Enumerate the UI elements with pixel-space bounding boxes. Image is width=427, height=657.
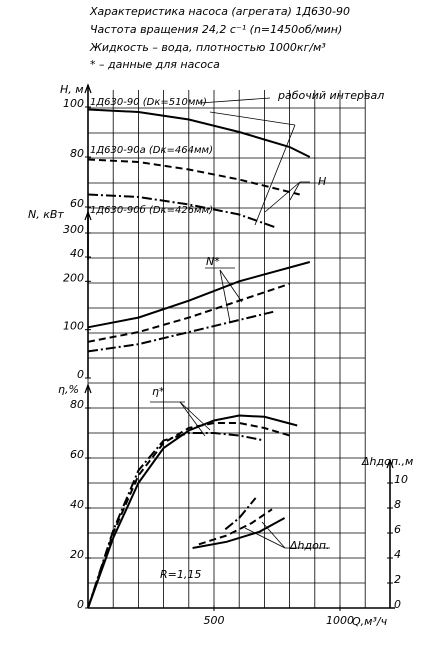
y-tick-label: 8 — [394, 498, 401, 511]
annotation: рабочий интервал — [277, 89, 384, 102]
curve — [87, 422, 290, 609]
leader — [289, 181, 301, 201]
header-line: Частота вращения 24,2 с⁻¹ (n=1450об/мин) — [90, 23, 342, 36]
x-tick-label: 500 — [204, 614, 225, 627]
leader — [244, 527, 286, 549]
y-tick-label: 0 — [77, 368, 84, 381]
y-tick-label: 80 — [70, 398, 84, 411]
curve — [87, 282, 290, 343]
y-tick-label: 200 — [63, 271, 84, 284]
y-tick-label: 60 — [70, 448, 84, 461]
curve — [224, 497, 257, 531]
header: Характеристика насоса (агрегата) 1Д630-9… — [89, 5, 350, 71]
annotation: R=1,15 — [160, 568, 201, 581]
annotation: Δhдоп. — [289, 539, 330, 552]
series-label: 1Д630-90 (Dк=510мм) — [90, 97, 207, 108]
y-axis-label: Δhдоп.,м — [361, 455, 413, 468]
curve — [87, 158, 300, 196]
y-tick-label: 100 — [63, 320, 84, 333]
y-tick-label: 10 — [394, 473, 408, 486]
annotation: H — [318, 175, 326, 188]
annotation: N* — [206, 255, 220, 268]
x-tick-label: 1000 — [326, 614, 354, 627]
y-tick-label: 100 — [63, 97, 84, 110]
y-tick-label: 0 — [77, 598, 84, 611]
y-tick-label: 0 — [394, 598, 401, 611]
header-line: * – данные для насоса — [90, 58, 220, 71]
y-tick-label: 4 — [394, 548, 401, 561]
series-label: 1Д630-90б (Dк=426мм) — [90, 204, 213, 216]
y-tick-label: 2 — [394, 573, 401, 586]
header-line: Характеристика насоса (агрегата) 1Д630-9… — [89, 5, 350, 18]
leader — [179, 401, 211, 431]
y-tick-label: 80 — [70, 147, 84, 160]
curve — [87, 432, 265, 609]
y-tick-label: 40 — [70, 498, 84, 511]
header-line: Жидкость – вода, плотностью 1000кг/м³ — [89, 41, 326, 54]
axis-arrow — [84, 210, 92, 221]
leader — [254, 124, 296, 226]
axis-arrow — [84, 383, 92, 394]
y-axis-label: H, м — [60, 83, 84, 96]
annotation: η* — [152, 385, 165, 398]
y-axis-label: N, кВт — [28, 208, 64, 221]
leader-lines — [150, 97, 330, 549]
leader — [264, 181, 301, 213]
curve — [87, 261, 311, 329]
axis-arrow — [84, 83, 92, 94]
curve — [192, 517, 286, 549]
y-tick-label: 40 — [70, 247, 84, 260]
curve — [198, 508, 273, 546]
leader — [219, 269, 231, 323]
axis-arrow — [386, 458, 394, 469]
curve — [87, 310, 274, 353]
x-axis-label: Q,м³/ч — [352, 615, 388, 628]
series-label: 1Д630-90а (Dк=464мм) — [90, 145, 213, 156]
leader — [219, 269, 243, 303]
y-tick-label: 20 — [70, 548, 84, 561]
y-axis-label: η,% — [58, 383, 79, 396]
curve — [87, 193, 275, 228]
curve — [87, 108, 311, 158]
y-tick-label: 60 — [70, 197, 84, 210]
y-tick-label: 6 — [394, 523, 401, 536]
y-tick-label: 300 — [63, 223, 84, 236]
curve — [87, 414, 298, 609]
grid — [87, 90, 366, 609]
leader — [179, 401, 206, 437]
leader — [199, 97, 271, 104]
leader — [209, 111, 296, 126]
leader — [261, 521, 286, 549]
